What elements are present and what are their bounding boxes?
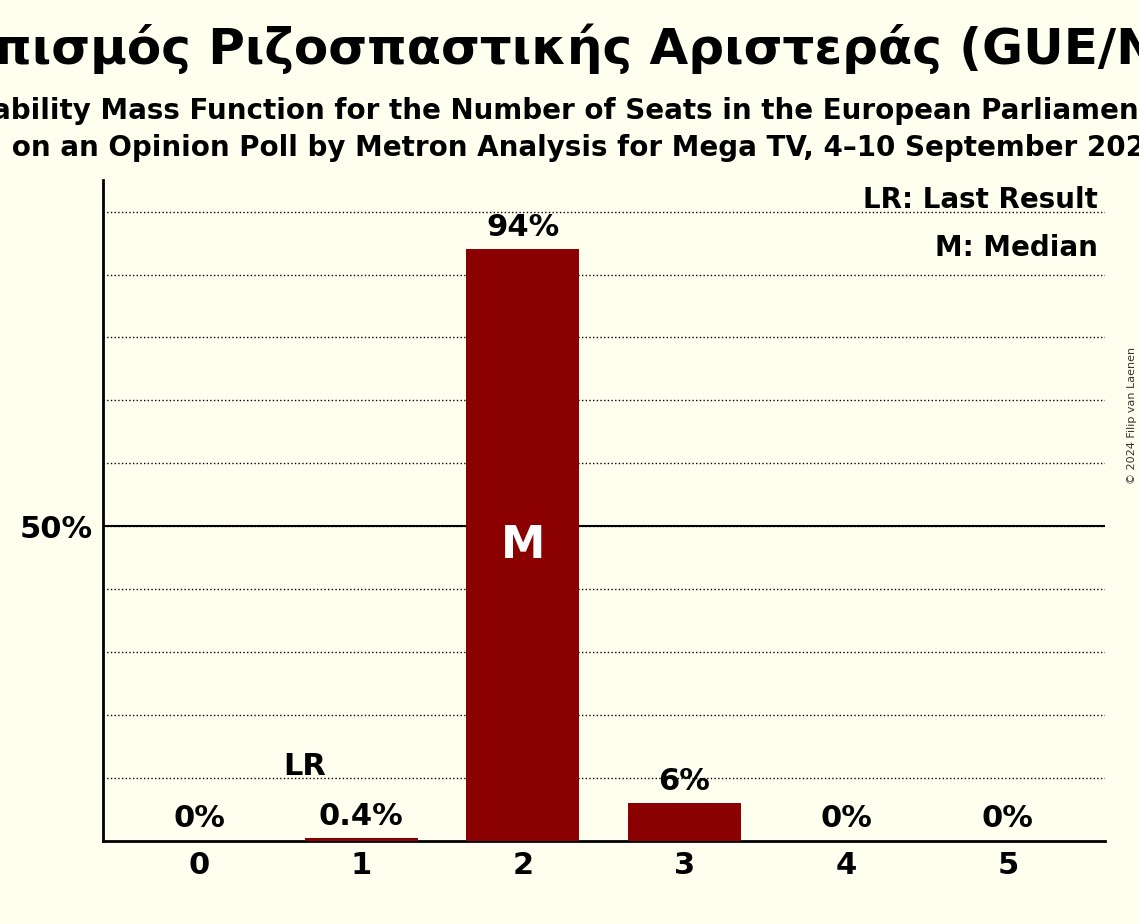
Text: 0%: 0% — [982, 804, 1034, 833]
Text: LR: LR — [284, 752, 326, 781]
Text: © 2024 Filip van Laenen: © 2024 Filip van Laenen — [1126, 347, 1137, 484]
Text: 0%: 0% — [820, 804, 872, 833]
Text: M: Median: M: Median — [935, 234, 1098, 261]
Bar — [628, 803, 741, 841]
Text: Συνασπισμός Ριζοσπαστικής Αριστεράς (GUE/NGL): Συνασπισμός Ριζοσπαστικής Αριστεράς (GUE… — [0, 23, 1139, 74]
Text: 0.4%: 0.4% — [319, 802, 403, 831]
Bar — [304, 838, 418, 841]
Bar — [466, 249, 580, 841]
Text: Based on an Opinion Poll by Metron Analysis for Mega TV, 4–10 September 2024: Based on an Opinion Poll by Metron Analy… — [0, 134, 1139, 162]
Text: LR: Last Result: LR: Last Result — [863, 187, 1098, 214]
Text: Probability Mass Function for the Number of Seats in the European Parliament: Probability Mass Function for the Number… — [0, 97, 1139, 125]
Text: 6%: 6% — [658, 767, 711, 796]
Text: M: M — [501, 524, 546, 566]
Text: 0%: 0% — [173, 804, 226, 833]
Text: 94%: 94% — [486, 213, 559, 242]
